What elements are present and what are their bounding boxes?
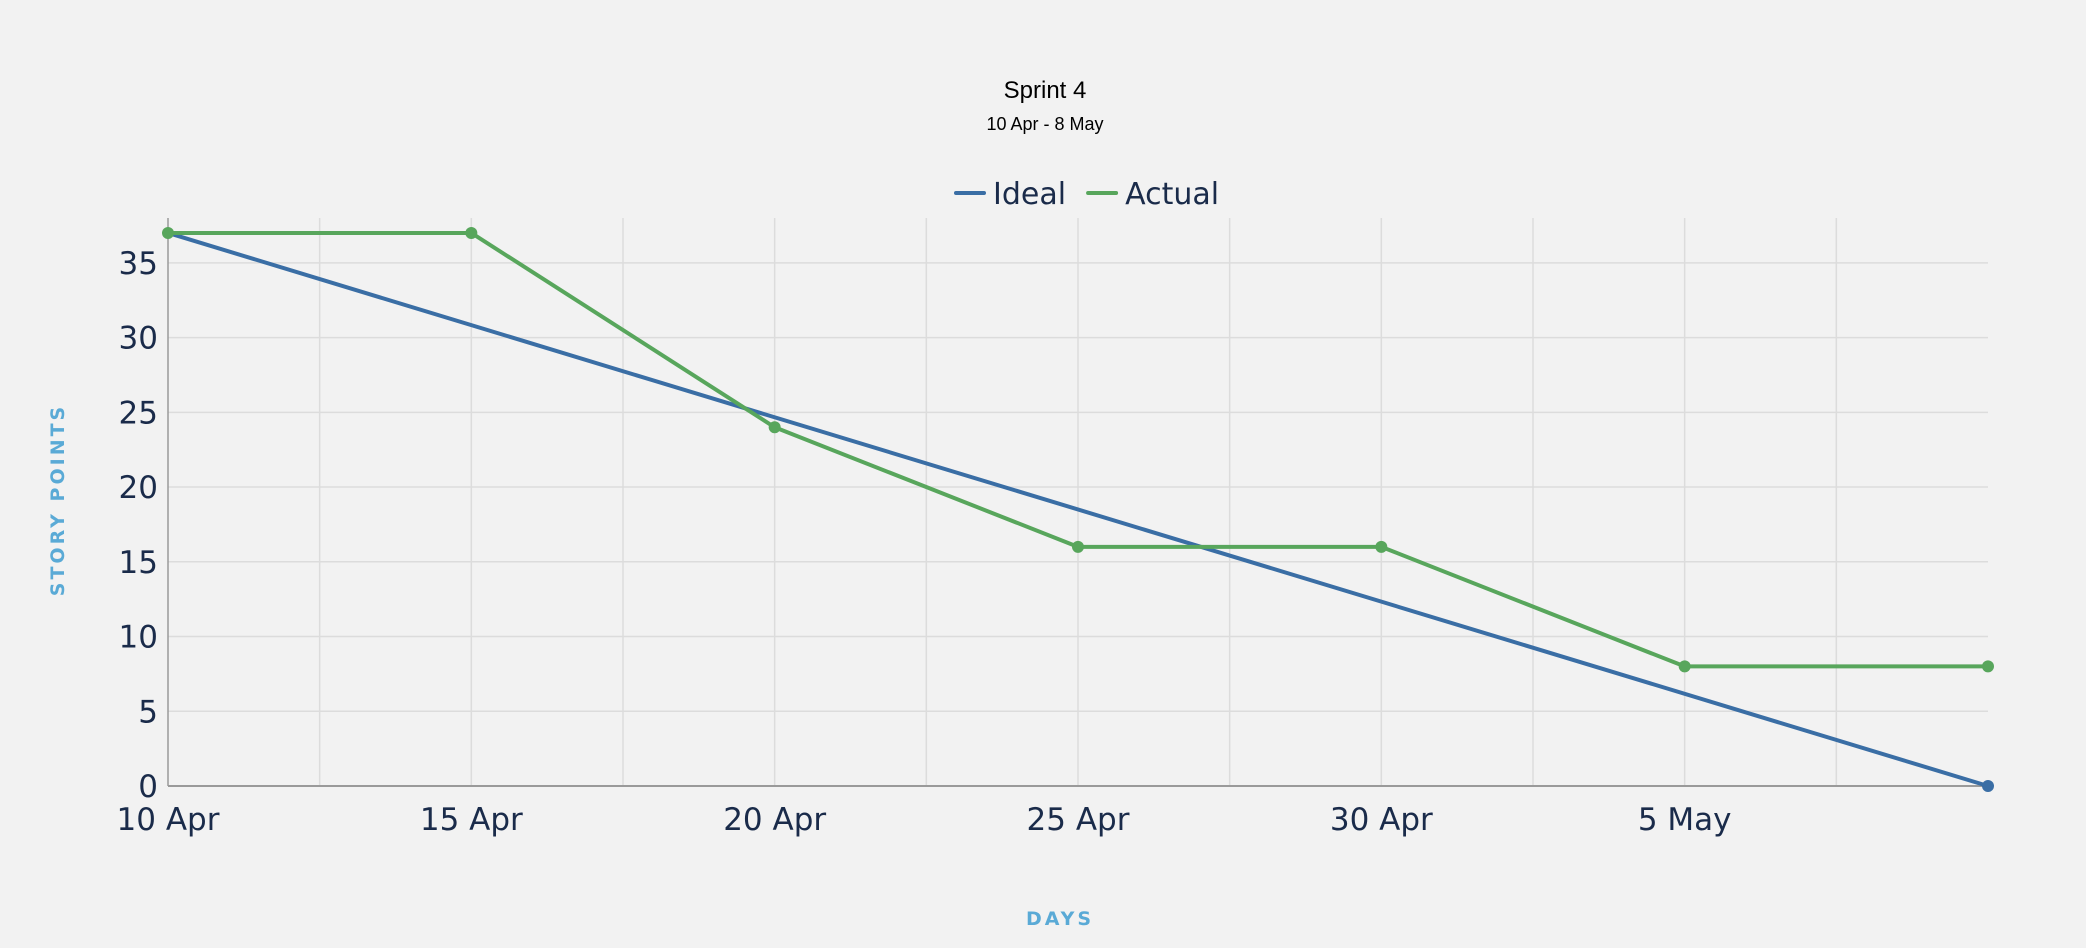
legend[interactable]: Ideal Actual (954, 177, 1219, 212)
chart-title: Sprint 4 (1004, 77, 1087, 104)
chart-subtitle: 10 Apr - 8 May (986, 114, 1103, 134)
x-tick-label: 30 Apr (1330, 802, 1433, 838)
x-axis-title: DAYS (1026, 908, 1094, 930)
series-ideal (166, 230, 1994, 792)
y-tick-label: 0 (138, 769, 158, 805)
legend-label: Ideal (993, 177, 1066, 212)
legend-label: Actual (1125, 177, 1219, 212)
x-tick-label: 10 Apr (117, 802, 220, 838)
series-actual (162, 226, 1994, 673)
y-tick-label: 25 (119, 395, 158, 431)
x-tick-label: 25 Apr (1027, 802, 1130, 838)
data-point-actual[interactable] (1982, 660, 1994, 673)
y-axis-title: STORY POINTS (47, 404, 69, 596)
legend-item-ideal[interactable]: Ideal (954, 177, 1066, 212)
axes (167, 218, 1988, 787)
y-tick-label: 5 (138, 694, 158, 730)
y-tick-label: 30 (119, 321, 158, 357)
data-point-actual[interactable] (1072, 540, 1084, 553)
data-point-actual[interactable] (1678, 660, 1691, 673)
series-line-ideal (166, 230, 1990, 788)
x-tick-label: 5 May (1638, 802, 1732, 838)
data-point-actual[interactable] (1375, 540, 1388, 553)
grid (168, 218, 1988, 786)
x-tick-labels: 10 Apr 15 Apr 20 Apr 25 Apr 30 Apr 5 May (117, 802, 1732, 838)
x-tick-label: 15 Apr (420, 802, 523, 838)
series (162, 226, 1994, 792)
data-point-ideal[interactable] (1982, 780, 1994, 792)
legend-item-actual[interactable]: Actual (1086, 177, 1219, 212)
y-tick-labels: 0 5 10 15 20 25 30 35 (119, 246, 158, 805)
data-point-actual[interactable] (768, 421, 781, 434)
data-point-actual[interactable] (162, 226, 174, 239)
x-tick-label: 20 Apr (723, 802, 826, 838)
y-tick-label: 15 (119, 545, 158, 581)
y-tick-label: 10 (119, 620, 158, 656)
y-tick-label: 20 (119, 470, 158, 506)
data-point-actual[interactable] (465, 226, 478, 239)
y-tick-label: 35 (119, 246, 158, 282)
